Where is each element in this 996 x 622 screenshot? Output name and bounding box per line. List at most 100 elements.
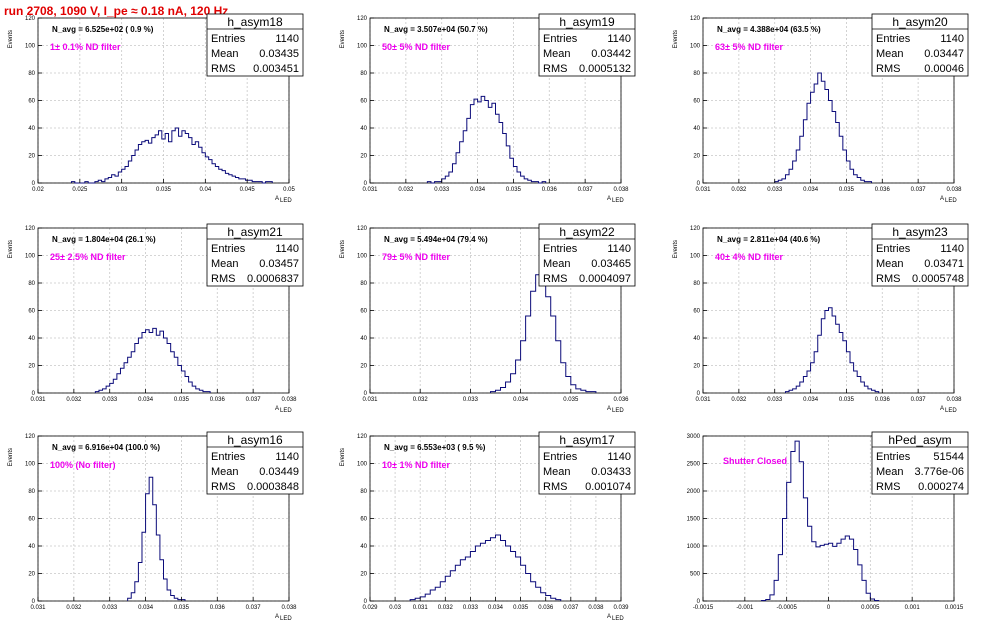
x-tick-label: 0.034 [803,397,819,403]
stats-box [538,431,636,495]
filter-label: 40± 4% ND filter [715,252,783,262]
x-tick-label: 0.035 [839,187,855,193]
histogram-panel-h_asym21: 0.031 0.032 0.033 0.034 0.035 0.036 0.037 0.038… [8,223,304,414]
stats-value-entries: 1140 [275,451,299,463]
y-tick-label: 100 [690,254,701,260]
x-tick-label: 0.037 [578,187,594,193]
stats-label-rms: RMS [543,63,567,75]
stats-label-rms: RMS [543,481,567,493]
y-tick-label: 100 [25,254,36,260]
stats-label-mean: Mean [211,48,239,60]
y-tick-label: 0 [364,599,368,605]
y-tick-label: 120 [357,16,368,22]
stats-value-rms: 0.003451 [253,63,299,75]
x-tick-label: 0.036 [875,397,891,403]
x-tick-label: 0.02 [32,187,44,193]
y-axis-title: Events [340,240,346,258]
histogram-line [94,327,211,393]
histogram-line [426,95,547,184]
y-tick-label: 40 [28,544,35,550]
stats-title: h_asym20 [892,15,948,29]
y-tick-label: 20 [693,364,700,370]
x-axis-subscript: LED [945,198,957,204]
stats-value-entries: 1140 [607,243,631,255]
stats-title: h_asym17 [559,433,615,447]
x-axis-title: A [607,406,611,412]
stats-label-rms: RMS [211,63,235,75]
histogram-line [409,534,562,601]
x-tick-label: 0.032 [413,397,429,403]
x-axis-title: A [275,614,279,620]
stats-value-entries: 1140 [275,243,299,255]
stats-box [538,13,636,77]
x-tick-label: 0.031 [695,397,711,403]
x-tick-label: 0.04 [199,187,211,193]
x-tick-label: 0.037 [246,605,262,611]
stats-value-entries: 1140 [940,243,964,255]
filter-label: 10± 1% ND filter [382,460,450,470]
stats-value-rms: 0.000274 [918,481,964,493]
x-tick-label: 0.032 [731,397,747,403]
y-tick-label: 80 [28,71,35,77]
navg-label: N_avg = 3.507e+04 (50.7 %) [384,25,488,34]
y-tick-label: 80 [360,71,367,77]
x-tick-label: 0.033 [767,397,783,403]
histogram-panel-h_asym20: 0.031 0.032 0.033 0.034 0.035 0.036 0.037 0.038… [673,13,969,204]
stats-label-entries: Entries [543,33,578,45]
y-tick-label: 0 [364,391,368,397]
x-tick-label: 0.035 [174,397,190,403]
x-tick-label: 0.035 [506,187,522,193]
stats-value-mean: 0.03471 [924,258,964,270]
histogram-line [761,440,880,601]
y-tick-label: 60 [360,309,367,315]
filter-label: 100% (No filter) [50,460,116,470]
x-tick-label: 0.031 [362,187,378,193]
y-tick-label: 120 [690,226,701,232]
y-tick-label: 20 [28,364,35,370]
stats-value-entries: 1140 [607,451,631,463]
x-axis-subscript: LED [280,198,292,204]
y-tick-label: 100 [25,44,36,50]
histogram-panel-h_asym18: 0.02 0.025 0.03 0.035 0.04 0.045 0.05 0 20 40 60 80… [8,13,304,204]
x-axis-subscript: LED [280,408,292,414]
stats-label-rms: RMS [876,63,900,75]
histogram-line [784,307,880,393]
x-axis-subscript: LED [280,616,292,622]
stats-label-mean: Mean [876,258,904,270]
x-tick-label: 0.038 [281,605,297,611]
navg-label: N_avg = 2.811e+04 (40.6 %) [717,235,821,244]
x-tick-label: 0.038 [613,187,629,193]
x-tick-label: 0.032 [66,605,82,611]
y-tick-label: 100 [25,462,36,468]
stats-label-rms: RMS [876,273,900,285]
y-tick-label: 60 [360,517,367,523]
stats-label-rms: RMS [543,273,567,285]
y-tick-label: 40 [360,126,367,132]
y-tick-label: 80 [360,281,367,287]
y-tick-label: 100 [357,462,368,468]
x-tick-label: 0.033 [767,187,783,193]
stats-value-mean: 0.03433 [591,466,631,478]
x-tick-label: 0.038 [588,605,604,611]
x-tick-label: 0.037 [246,397,262,403]
stats-value-rms: 0.0005748 [912,273,964,285]
y-tick-label: 40 [360,544,367,550]
x-tick-label: 0.036 [542,187,558,193]
y-axis-title: Events [8,240,14,258]
filter-label: Shutter Closed [723,456,787,466]
stats-title: h_asym18 [227,15,283,29]
navg-label: N_avg = 4.388e+04 (63.5 %) [717,25,821,34]
x-axis-title: A [607,196,611,202]
stats-value-rms: 0.0004097 [579,273,631,285]
y-axis-title: Events [340,30,346,48]
x-axis-title: A [275,406,279,412]
filter-label: 79± 5% ND filter [382,252,450,262]
filter-label: 50± 5% ND filter [382,42,450,52]
x-tick-label: 0.05 [283,187,295,193]
stats-box [206,13,304,77]
x-tick-label: 0.032 [438,605,454,611]
x-tick-label: 0.033 [463,605,479,611]
x-tick-label: 0 [827,605,831,611]
x-tick-label: 0.0015 [945,605,964,611]
